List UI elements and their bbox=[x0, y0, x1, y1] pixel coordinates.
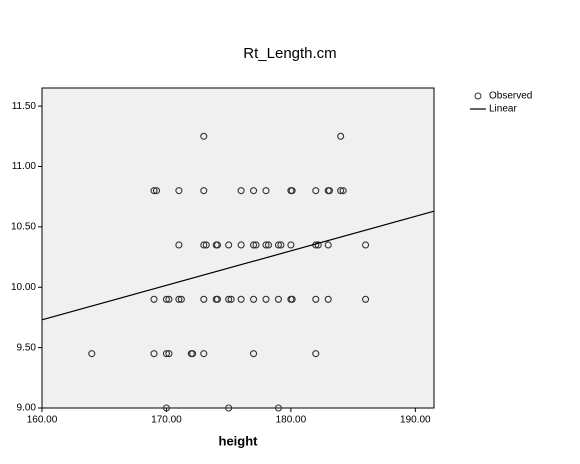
y-tick-label: 10.50 bbox=[11, 222, 36, 233]
chart-title: Rt_Length.cm bbox=[243, 45, 336, 62]
point bbox=[250, 241, 258, 249]
point bbox=[325, 187, 334, 195]
fit-line bbox=[41, 210, 435, 321]
point bbox=[262, 187, 270, 195]
point bbox=[250, 295, 258, 303]
point bbox=[227, 295, 235, 303]
point bbox=[200, 187, 208, 195]
legend-symbol bbox=[474, 92, 482, 100]
x-tick-label: 180.00 bbox=[276, 415, 307, 426]
point bbox=[337, 187, 345, 195]
point bbox=[337, 132, 345, 140]
point bbox=[274, 295, 282, 303]
point bbox=[150, 187, 158, 195]
point bbox=[213, 241, 222, 249]
point bbox=[162, 404, 170, 412]
point bbox=[88, 350, 96, 358]
point bbox=[152, 187, 161, 195]
point bbox=[274, 241, 282, 249]
point bbox=[262, 241, 270, 249]
point bbox=[237, 187, 245, 195]
point bbox=[288, 295, 296, 303]
point bbox=[237, 295, 245, 303]
x-tick-label: 170.00 bbox=[151, 415, 182, 426]
y-tick-label: 10.00 bbox=[11, 282, 36, 293]
point bbox=[362, 241, 370, 249]
point bbox=[162, 295, 170, 303]
point bbox=[200, 241, 208, 249]
point bbox=[312, 350, 320, 358]
point bbox=[312, 187, 320, 195]
point bbox=[213, 295, 222, 303]
point bbox=[262, 295, 270, 303]
legend-label: Linear bbox=[489, 104, 517, 115]
x-tick-label: 160.00 bbox=[27, 415, 58, 426]
point bbox=[250, 350, 258, 358]
point bbox=[225, 404, 233, 412]
point bbox=[175, 241, 183, 249]
point bbox=[287, 241, 295, 249]
point bbox=[324, 241, 332, 249]
plot-area bbox=[41, 87, 435, 409]
point bbox=[165, 350, 173, 358]
point bbox=[225, 241, 233, 249]
point bbox=[339, 187, 347, 195]
legend: Observed Linear bbox=[470, 91, 532, 115]
x-tick-label: 190.00 bbox=[400, 415, 431, 426]
point bbox=[200, 350, 208, 358]
point bbox=[150, 295, 158, 303]
point bbox=[274, 404, 282, 412]
x-axis-label: height bbox=[219, 433, 259, 448]
point bbox=[288, 187, 296, 195]
point bbox=[264, 241, 273, 249]
point bbox=[189, 350, 197, 358]
y-tick-label: 11.00 bbox=[12, 161, 37, 172]
point bbox=[165, 295, 173, 303]
point bbox=[162, 350, 170, 358]
point bbox=[252, 241, 260, 249]
point bbox=[175, 295, 183, 303]
point bbox=[250, 187, 258, 195]
point bbox=[225, 295, 233, 303]
point bbox=[237, 241, 245, 249]
y-tick-label: 11.50 bbox=[12, 101, 37, 112]
point bbox=[314, 241, 322, 249]
point bbox=[324, 295, 332, 303]
point bbox=[202, 241, 210, 249]
point bbox=[312, 295, 320, 303]
point bbox=[150, 350, 158, 358]
y-tick-label: 9.50 bbox=[17, 342, 37, 353]
point bbox=[277, 241, 285, 249]
point bbox=[362, 295, 370, 303]
point bbox=[200, 295, 208, 303]
point bbox=[200, 132, 208, 140]
point bbox=[175, 187, 183, 195]
point bbox=[177, 295, 185, 303]
y-tick-label: 9.00 bbox=[17, 403, 37, 414]
legend-label: Observed bbox=[489, 91, 532, 102]
